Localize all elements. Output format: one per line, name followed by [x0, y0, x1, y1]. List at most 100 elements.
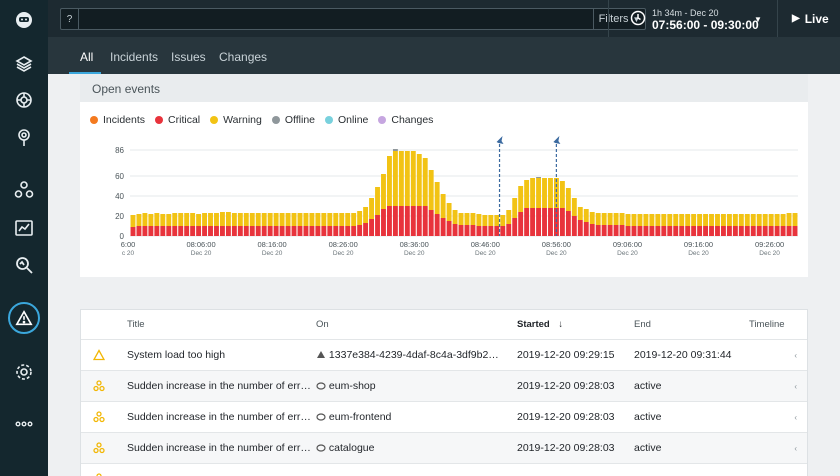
bar-warning [369, 198, 374, 219]
bar-warning [583, 209, 589, 222]
timeline-marker: ‹ [794, 382, 797, 391]
legend-item-incidents[interactable]: Incidents [90, 114, 145, 126]
legend-item-warning[interactable]: Warning [210, 114, 262, 126]
bar-critical [375, 215, 380, 236]
events-nav-active[interactable] [8, 302, 40, 334]
bar-warning [625, 214, 631, 226]
table-row[interactable] [81, 463, 807, 476]
bar-critical [339, 226, 345, 236]
tab-incidents[interactable]: Incidents [110, 50, 159, 64]
tab-issues[interactable]: Issues [171, 50, 206, 64]
bar-warning [237, 213, 243, 226]
column-header-title[interactable]: Title [127, 319, 145, 330]
legend-label: Critical [168, 114, 201, 126]
bar-critical [142, 226, 148, 236]
table-row[interactable]: Sudden increase in the number of err… ca… [81, 432, 807, 463]
event-title: Sudden increase in the number of err… [127, 411, 311, 423]
legend-item-online[interactable]: Online [325, 114, 368, 126]
bar-warning [518, 186, 524, 212]
dashboard-icon[interactable] [12, 216, 36, 240]
bar-warning [721, 214, 726, 226]
filters-button[interactable]: Filters ▼ [593, 9, 645, 29]
analyze-search-icon[interactable] [12, 253, 36, 277]
tab-changes[interactable]: Changes [219, 50, 268, 64]
stack-layers-icon[interactable] [12, 52, 36, 76]
bar-critical [363, 223, 369, 236]
event-end: active [634, 411, 662, 423]
incident-icon [93, 464, 105, 476]
legend-item-offline[interactable]: Offline [271, 114, 315, 126]
query-help-button[interactable]: ? [61, 9, 79, 29]
bar-critical [154, 226, 160, 236]
robot-logo-icon[interactable] [12, 8, 36, 32]
bar-critical [494, 226, 500, 236]
bar-warning [351, 213, 357, 226]
legend-item-changes[interactable]: Changes [378, 114, 433, 126]
bar-warning [285, 213, 291, 226]
bar-critical [410, 206, 416, 236]
bar-critical [428, 210, 434, 236]
legend-dot [155, 116, 164, 124]
bar-critical [476, 226, 482, 236]
incident-icon [93, 371, 105, 402]
event-started: 2019-12-20 09:28:03 [517, 380, 615, 392]
event-entity-label: 1337e384-4239-4daf-8c4a-3df9b2… [328, 349, 499, 361]
tab-all[interactable]: All [80, 50, 94, 64]
time-picker[interactable]: 1h 34m - Dec 20 07:56:00 - 09:30:00 ▼ [620, 0, 776, 37]
bar-critical [661, 226, 667, 236]
bar-warning [231, 213, 237, 226]
more-icon[interactable] [12, 412, 36, 436]
table-row[interactable]: Sudden increase in the number of err… eu… [81, 370, 807, 401]
filters-label: Filters [598, 13, 629, 25]
column-header-on[interactable]: On [316, 319, 329, 330]
bar-critical [291, 226, 297, 236]
live-button[interactable]: ▶ Live [786, 0, 840, 37]
infrastructure-icon[interactable] [12, 88, 36, 112]
settings-gear-icon[interactable] [12, 360, 36, 384]
bar-critical [464, 225, 470, 236]
bar-critical [691, 226, 697, 236]
x-tick-label: 09:16:00 [684, 240, 713, 249]
legend-label: Incidents [103, 114, 146, 126]
bar-warning [589, 212, 595, 224]
bar-warning [470, 213, 476, 225]
bar-warning [613, 213, 619, 225]
warning-icon [92, 340, 106, 371]
bar-warning [279, 213, 285, 226]
legend-item-critical[interactable]: Critical [155, 114, 200, 126]
x-tick-date: Dec 20 [191, 250, 212, 257]
card-title: Open events [92, 82, 161, 96]
bar-critical [398, 206, 404, 236]
legend-label: Warning [223, 114, 262, 126]
bar-critical [231, 226, 237, 236]
column-header-end[interactable]: End [634, 319, 651, 330]
table-row[interactable]: Sudden increase in the number of err… eu… [81, 401, 807, 432]
bar-warning [196, 214, 202, 226]
bar-critical [130, 227, 136, 236]
bar-warning [160, 214, 166, 226]
column-header-timeline[interactable]: Timeline [749, 319, 785, 330]
location-pin-icon[interactable] [12, 126, 36, 150]
bar-warning [685, 214, 691, 226]
bar-critical [548, 208, 553, 236]
services-icon[interactable] [12, 178, 36, 202]
bar-warning [732, 214, 738, 226]
column-header-started[interactable]: Started ↓ [517, 310, 563, 340]
bar-critical [333, 226, 339, 236]
bar-critical [446, 221, 452, 236]
bar-warning [494, 215, 500, 226]
bar-warning [792, 213, 798, 226]
bar-critical [744, 226, 750, 236]
bar-critical [422, 206, 428, 236]
bar-critical [715, 226, 720, 236]
table-row[interactable]: System load too high 1337e384-4239-4daf-… [81, 339, 807, 370]
bar-critical [434, 214, 440, 236]
bar-critical [595, 225, 601, 236]
bar-warning [637, 214, 643, 226]
x-tick-label: 09:06:00 [613, 240, 642, 249]
bar-warning [375, 187, 380, 215]
bar-critical [261, 226, 267, 236]
live-label: Live [804, 11, 829, 26]
search-input[interactable] [80, 9, 544, 29]
